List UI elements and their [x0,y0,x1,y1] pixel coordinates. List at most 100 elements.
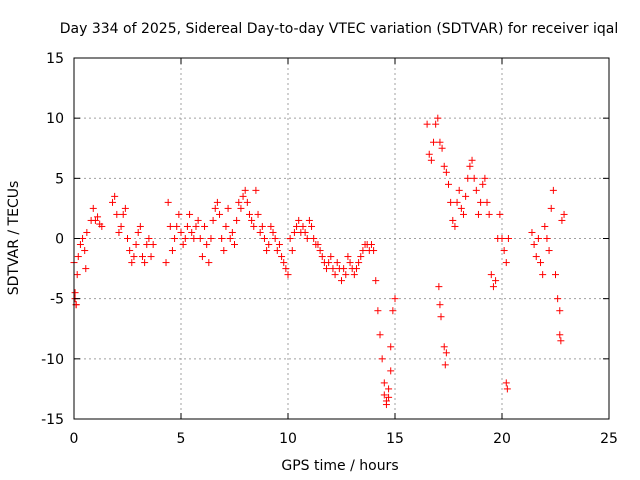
data-point [329,265,337,273]
data-point [260,235,268,242]
data-point [278,253,286,261]
data-point [224,204,232,212]
data-point [481,174,489,182]
data-points [70,114,568,409]
data-point [556,331,564,339]
data-point [500,247,508,255]
data-point [502,259,510,267]
x-tick-label: 20 [493,431,511,447]
data-point [436,301,444,309]
data-point [290,228,298,236]
data-point [245,210,253,218]
data-point [252,186,260,194]
data-point [380,379,388,387]
data-point [248,216,256,224]
data-point [258,222,266,230]
data-point [442,349,450,357]
data-point [474,210,482,218]
data-point [250,222,258,230]
data-point [211,204,219,212]
data-point [98,222,106,230]
data-point [243,198,251,206]
data-point [267,222,275,230]
data-point [389,307,397,315]
y-tick-label: -15 [41,412,64,428]
data-point [346,259,354,267]
data-point [83,228,91,236]
data-point [470,174,478,182]
data-point [130,253,138,261]
data-point [186,210,194,218]
y-tick-label: 10 [46,111,64,127]
x-tick-label: 0 [70,431,79,447]
data-point [441,361,449,369]
data-point [188,228,196,236]
data-point [316,247,324,255]
data-point [164,198,172,206]
data-point [496,210,504,218]
data-point [391,295,399,303]
data-point [282,265,290,273]
data-point [385,385,393,393]
axis-ticks: 0 5 10 15 20 25 -15 -10 -5 0 5 10 15 [41,51,618,447]
data-point [79,235,87,242]
grid-lines [74,58,609,419]
data-point [387,367,395,375]
data-point [327,253,335,261]
data-point [453,198,461,206]
data-point [183,222,191,230]
data-point [235,198,243,206]
data-point [162,259,170,267]
data-point [109,198,117,206]
data-point [425,150,433,158]
data-point [271,235,279,242]
data-point [331,271,339,279]
x-tick-label: 15 [386,431,404,447]
data-point [557,337,565,345]
y-tick-label: 15 [46,51,64,67]
data-point [179,241,187,249]
data-point [205,259,213,267]
data-point [370,247,378,255]
data-point [462,192,470,200]
y-tick-label: -10 [41,352,64,368]
data-point [372,277,380,285]
data-point [201,222,209,230]
data-point [451,222,459,230]
data-point [385,393,393,401]
data-point [487,271,495,279]
data-point [541,222,549,230]
data-point [310,235,318,242]
data-point [194,216,202,224]
y-tick-label: 5 [55,171,64,187]
data-point [132,241,140,249]
data-point [434,114,442,122]
data-point [209,216,217,224]
data-point [445,180,452,188]
data-point [89,204,97,212]
data-point [124,235,131,242]
data-point [464,174,472,182]
data-point [233,216,241,224]
data-point [275,241,283,249]
y-tick-label: -5 [50,292,64,308]
y-tick-label: 0 [55,232,64,248]
data-point [113,210,121,218]
data-point [378,355,386,363]
data-point [207,235,215,242]
data-point [558,216,566,224]
data-point [288,247,296,255]
x-tick-label: 5 [177,431,186,447]
data-point [376,331,384,339]
data-point [539,271,547,279]
data-point [532,253,540,261]
data-point [147,253,155,261]
data-point [498,235,506,242]
data-point [231,241,238,249]
data-point [340,265,348,273]
data-point [149,241,157,249]
data-point [468,156,476,164]
data-point [82,265,90,273]
data-point [459,210,467,218]
